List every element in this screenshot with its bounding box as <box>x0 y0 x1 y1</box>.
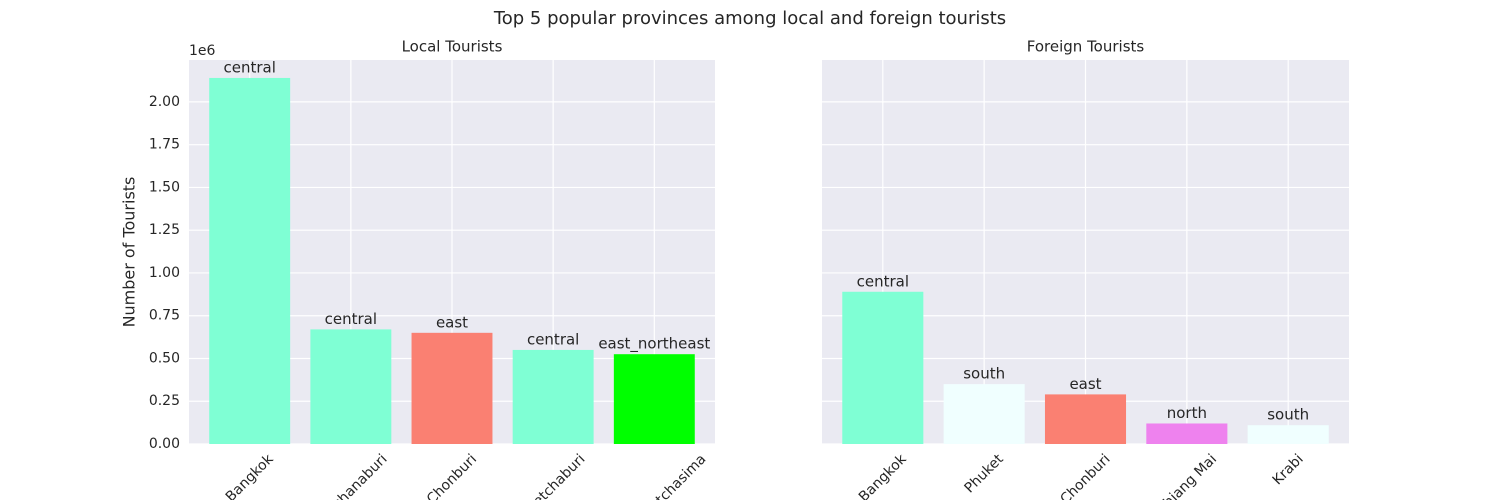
bar-label: central <box>223 58 275 76</box>
x-tick-label: Krabi <box>1270 451 1307 488</box>
y-axis-label: Number of Tourists <box>120 177 139 328</box>
y-tick-label: 1.25 <box>149 222 180 238</box>
y-tick-label: 1.50 <box>149 179 180 195</box>
bar <box>943 384 1025 444</box>
bar <box>209 77 291 445</box>
bar <box>1247 425 1329 444</box>
bar-label: central <box>857 272 909 290</box>
x-tick-label: Kanchanaburi <box>311 451 390 500</box>
figure-title: Top 5 popular provinces among local and … <box>493 8 1006 29</box>
bar <box>842 291 924 444</box>
y-tick-label: 0.75 <box>149 308 180 324</box>
bar-label: east <box>1069 375 1101 393</box>
bar-label: south <box>1267 406 1309 424</box>
x-tick-label: Nakhon Ratchasima <box>599 451 709 500</box>
bar-label: south <box>963 365 1005 383</box>
x-tick-label: Chiang Mai <box>1154 451 1220 500</box>
bar-label: central <box>527 330 579 348</box>
bar-label: east_northeast <box>598 335 710 354</box>
y-tick-label: 1.75 <box>149 137 180 153</box>
bar <box>1146 423 1228 444</box>
bar <box>310 329 392 444</box>
x-tick-label: Phuket <box>962 451 1008 497</box>
bar-label: east <box>436 313 468 331</box>
y-offset-label: 1e6 <box>189 43 216 59</box>
x-tick-label: Chonburi <box>424 451 480 500</box>
y-tick-label: 0.00 <box>149 436 180 452</box>
y-tick-label: 0.25 <box>149 393 180 409</box>
subplot-title: Foreign Tourists <box>1027 38 1145 56</box>
x-tick-label: Chonburi <box>1057 451 1113 500</box>
bar <box>613 354 695 444</box>
subplot-title: Local Tourists <box>402 38 503 56</box>
bar <box>1044 394 1127 444</box>
bar <box>512 349 594 444</box>
y-tick-label: 2.00 <box>149 94 180 110</box>
x-tick-label: Phetchaburi <box>518 451 589 500</box>
x-tick-label: Bangkok <box>223 451 278 500</box>
bar <box>411 332 493 444</box>
y-tick-label: 1.00 <box>149 265 180 281</box>
bar-label: central <box>325 310 377 328</box>
x-tick-label: Bangkok <box>856 451 911 500</box>
bar-label: north <box>1167 404 1207 422</box>
y-tick-label: 0.50 <box>149 350 180 366</box>
